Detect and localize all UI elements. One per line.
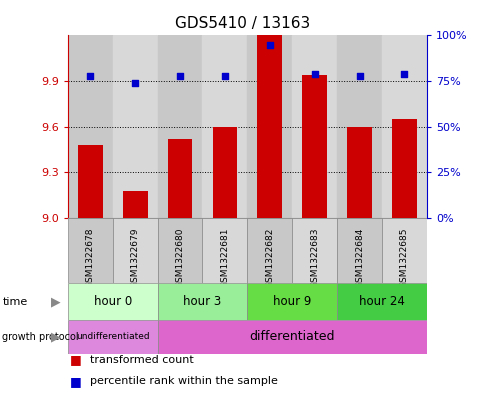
Bar <box>336 218 381 283</box>
Point <box>86 72 94 79</box>
Bar <box>336 35 381 218</box>
Point <box>221 72 228 79</box>
Text: GSM1322685: GSM1322685 <box>399 228 408 288</box>
Bar <box>157 320 426 354</box>
Bar <box>68 283 157 320</box>
Bar <box>336 283 426 320</box>
Text: ■: ■ <box>70 375 82 388</box>
Bar <box>291 218 336 283</box>
Bar <box>68 320 157 354</box>
Point <box>355 72 363 79</box>
Point <box>310 71 318 77</box>
Bar <box>157 35 202 218</box>
Text: transformed count: transformed count <box>90 354 193 365</box>
Bar <box>122 191 147 218</box>
Bar <box>381 35 426 218</box>
Text: hour 9: hour 9 <box>272 295 311 308</box>
Bar <box>247 218 291 283</box>
Bar <box>202 35 247 218</box>
Text: GSM1322680: GSM1322680 <box>175 228 184 288</box>
Text: GSM1322681: GSM1322681 <box>220 228 229 288</box>
Text: hour 0: hour 0 <box>93 295 132 308</box>
Text: ▶: ▶ <box>51 331 60 343</box>
Text: GSM1322679: GSM1322679 <box>130 228 139 288</box>
Bar <box>68 35 112 218</box>
Bar <box>247 35 291 218</box>
Text: differentiated: differentiated <box>249 331 334 343</box>
Text: GDS5410 / 13163: GDS5410 / 13163 <box>175 16 309 31</box>
Point <box>176 72 183 79</box>
Text: GSM1322683: GSM1322683 <box>309 228 318 288</box>
Text: hour 3: hour 3 <box>183 295 221 308</box>
Bar <box>391 119 416 218</box>
Text: hour 24: hour 24 <box>358 295 404 308</box>
Text: undifferentiated: undifferentiated <box>76 332 149 342</box>
Bar <box>347 127 371 218</box>
Bar <box>157 218 202 283</box>
Point <box>131 80 139 86</box>
Bar <box>112 35 157 218</box>
Bar <box>167 139 192 218</box>
Bar <box>212 127 237 218</box>
Bar <box>202 218 247 283</box>
Bar <box>257 35 282 218</box>
Bar <box>291 35 336 218</box>
Text: time: time <box>2 297 28 307</box>
Bar <box>247 283 336 320</box>
Text: ▶: ▶ <box>51 295 60 308</box>
Text: GSM1322684: GSM1322684 <box>354 228 363 288</box>
Bar <box>157 283 247 320</box>
Point <box>265 41 273 48</box>
Point <box>400 71 408 77</box>
Bar <box>381 218 426 283</box>
Text: growth protocol: growth protocol <box>2 332 79 342</box>
Text: GSM1322682: GSM1322682 <box>265 228 274 288</box>
Bar <box>112 218 157 283</box>
Bar <box>302 75 326 218</box>
Text: percentile rank within the sample: percentile rank within the sample <box>90 376 277 386</box>
Text: GSM1322678: GSM1322678 <box>86 228 95 288</box>
Bar <box>68 218 112 283</box>
Bar <box>78 145 103 218</box>
Text: ■: ■ <box>70 353 82 366</box>
